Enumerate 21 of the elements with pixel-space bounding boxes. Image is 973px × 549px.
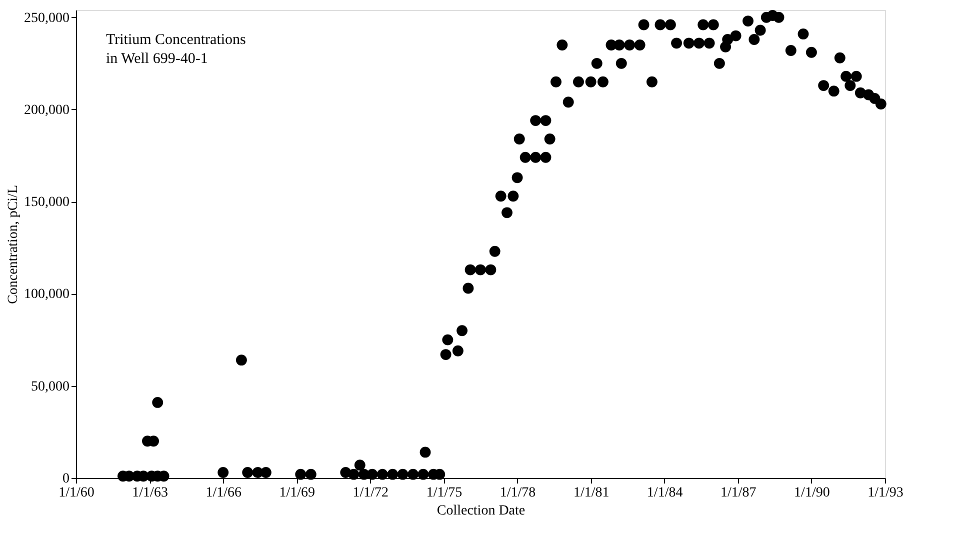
text: Tritium Concentrations in Well 699-40-1 [106, 32, 246, 67]
y-tick-label: 150,000 [24, 195, 70, 210]
y-tick-label: 100,000 [24, 287, 70, 302]
x-tick-label: 1/1/84 [646, 486, 683, 500]
y-tick-label: 250,000 [24, 10, 70, 26]
y-tick-label: 200,000 [24, 102, 70, 118]
y-tick-label: 0 [62, 472, 70, 486]
x-tick-label: 1/1/69 [279, 486, 316, 500]
x-tick-label: 1/1/66 [206, 486, 242, 500]
y-axis-title: Concentration, pCi/L [6, 185, 21, 304]
x-tick-label: 1/1/87 [720, 486, 756, 500]
x-tick-label: 1/1/72 [352, 486, 389, 500]
x-axis-title: Collection Date [436, 504, 526, 518]
x-tick-label: 1/1/78 [500, 486, 536, 500]
x-tick-label: 1/1/90 [794, 486, 830, 500]
x-tick-label: 1/1/75 [426, 486, 462, 500]
x-tick-label: 1/1/60 [58, 486, 94, 500]
x-tick-label: 1/1/81 [573, 486, 610, 500]
x-tick-label: 1/1/93 [868, 486, 904, 500]
x-tick-label: 1/1/63 [132, 486, 168, 500]
y-tick-label: 50,000 [31, 379, 70, 394]
